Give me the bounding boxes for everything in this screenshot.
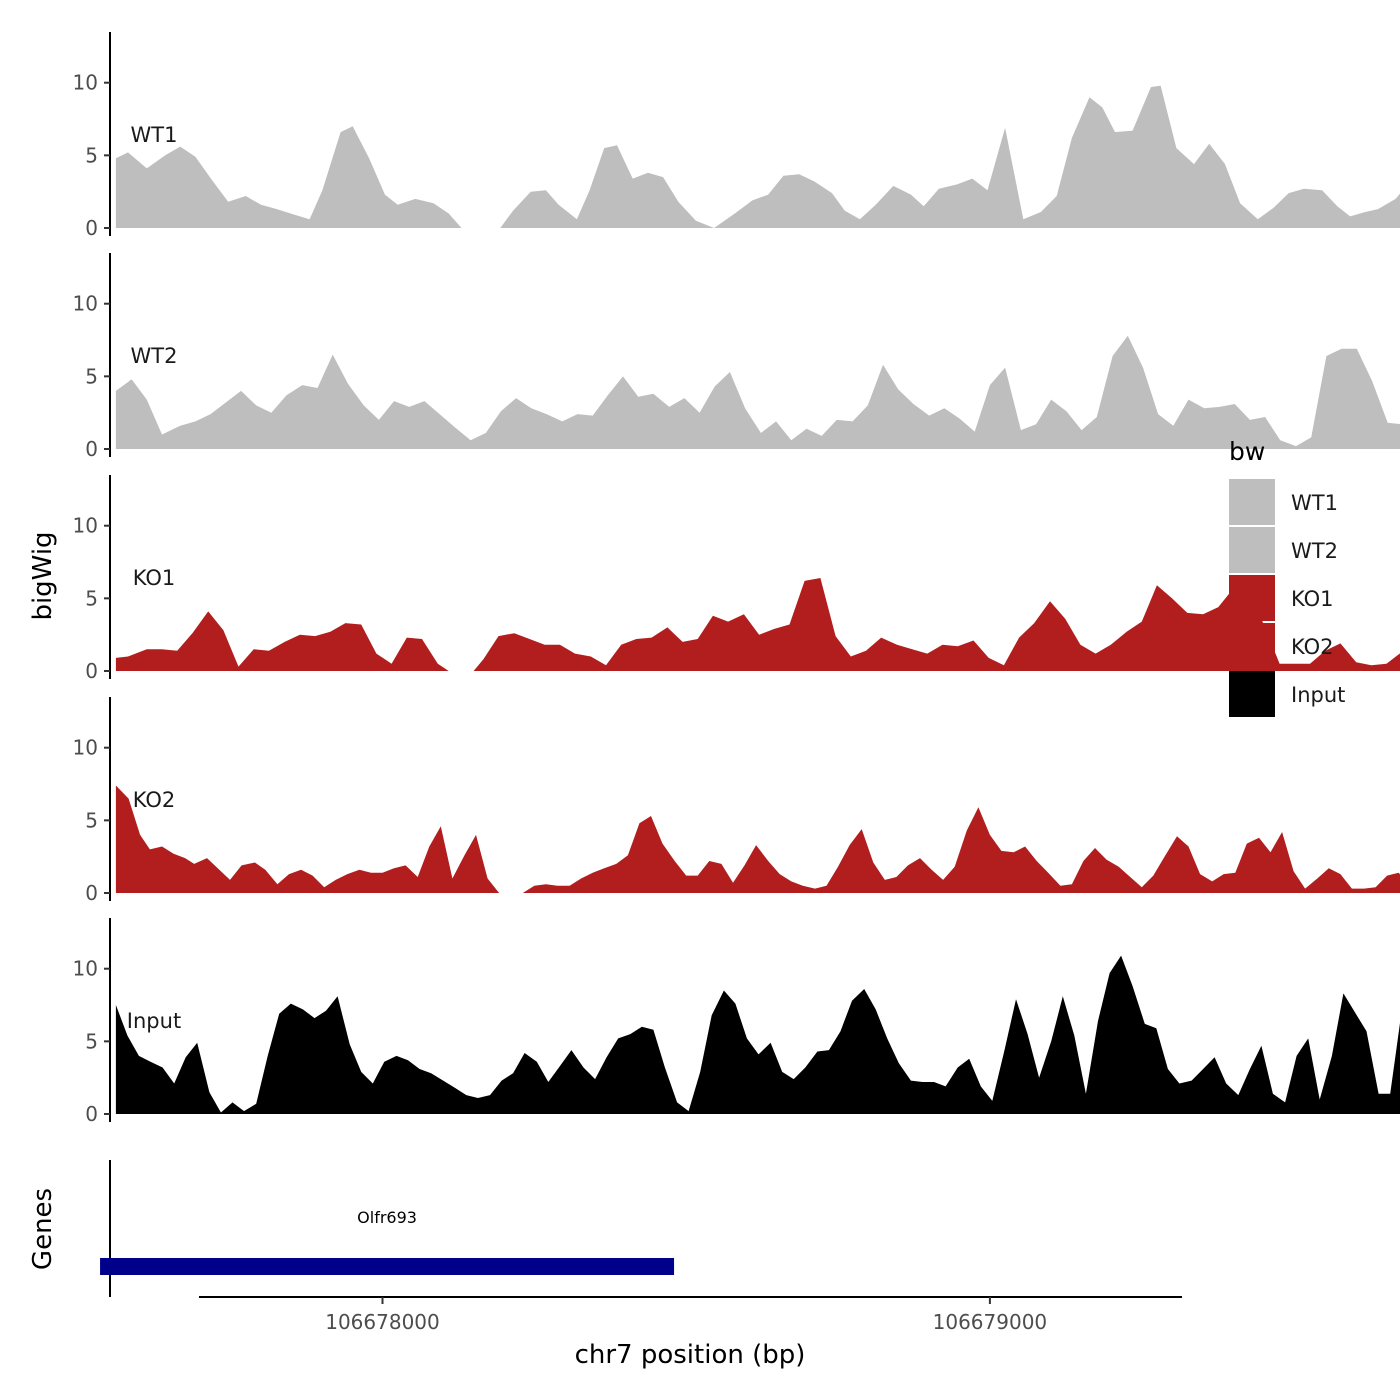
- area-ko2: [115, 785, 1400, 893]
- y-tick-label: 5: [85, 364, 98, 388]
- genes-axis-title: Genes: [28, 1188, 58, 1270]
- gene-label: Olfr693: [357, 1208, 417, 1227]
- y-tick-label: 0: [85, 437, 98, 461]
- track-input: 0 5 10 Input: [73, 918, 1400, 1126]
- legend-title: bw: [1229, 437, 1265, 466]
- legend-key-ko2: [1229, 623, 1275, 669]
- track-ko2: 0 5 10 KO2: [73, 697, 1400, 905]
- y-tick-label: 5: [85, 1029, 98, 1053]
- legend: bw WT1 WT2 KO1 KO2 Input: [1229, 437, 1345, 717]
- area-ko1: [115, 578, 1400, 671]
- track-label: Input: [127, 1009, 181, 1033]
- track-label: WT1: [131, 123, 178, 147]
- y-tick-label: 10: [73, 514, 98, 538]
- bigwig-tracks: 0 5 10 WT1 0 5 10 WT2 0 5 10 KO1 0 5 10 KO2 0 5 10 Input: [73, 32, 1400, 1126]
- y-axis-title: bigWig: [28, 531, 58, 620]
- track-label: KO1: [133, 566, 176, 590]
- gene-panel: Olfr693: [100, 1160, 675, 1297]
- y-tick-label: 5: [85, 143, 98, 167]
- track-wt2: 0 5 10 WT2: [73, 253, 1400, 461]
- legend-label: KO2: [1291, 635, 1334, 659]
- legend-label: KO1: [1291, 587, 1334, 611]
- y-tick-label: 5: [85, 586, 98, 610]
- x-tick-label: 106678000: [325, 1310, 440, 1334]
- track-label: WT2: [131, 344, 178, 368]
- legend-label: Input: [1291, 683, 1345, 707]
- y-tick-label: 10: [73, 957, 98, 981]
- area-wt2: [115, 335, 1400, 449]
- x-tick-label: 106679000: [933, 1310, 1048, 1334]
- y-tick-label: 0: [85, 881, 98, 905]
- legend-key-wt1: [1229, 479, 1275, 525]
- legend-label: WT2: [1291, 539, 1338, 563]
- y-tick-label: 0: [85, 659, 98, 683]
- gene-body: [100, 1258, 675, 1275]
- track-label: KO2: [133, 788, 176, 812]
- y-tick-label: 10: [73, 736, 98, 760]
- legend-key-wt2: [1229, 527, 1275, 573]
- area-wt1: [115, 85, 1400, 228]
- y-tick-label: 10: [73, 292, 98, 316]
- y-tick-label: 5: [85, 808, 98, 832]
- legend-label: WT1: [1291, 491, 1338, 515]
- legend-key-input: [1229, 671, 1275, 717]
- x-axis: 106678000106679000106680000: [199, 1296, 1182, 1334]
- legend-key-ko1: [1229, 575, 1275, 621]
- track-ko1: 0 5 10 KO1: [73, 475, 1400, 683]
- track-wt1: 0 5 10 WT1: [73, 32, 1400, 240]
- area-input: [115, 955, 1400, 1114]
- x-axis-title: chr7 position (bp): [575, 1340, 806, 1370]
- y-tick-label: 0: [85, 1102, 98, 1126]
- y-tick-label: 0: [85, 216, 98, 240]
- y-tick-label: 10: [73, 71, 98, 95]
